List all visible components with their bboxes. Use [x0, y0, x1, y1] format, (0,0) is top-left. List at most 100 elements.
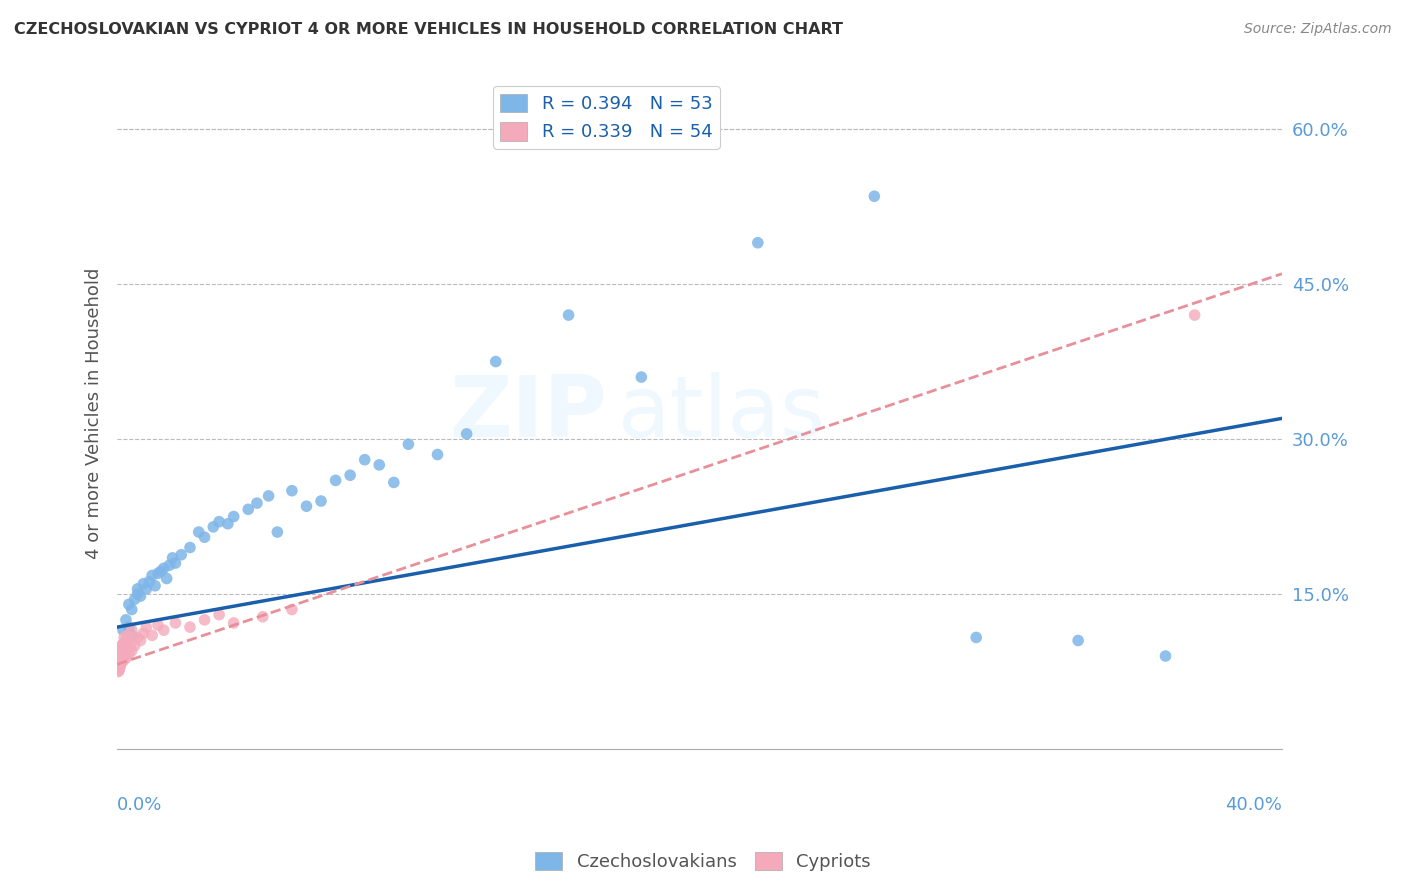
Point — [485, 354, 508, 368]
Point — [110, 644, 132, 658]
Point — [121, 628, 143, 642]
Point — [266, 524, 288, 539]
Point — [138, 574, 160, 589]
Point — [965, 631, 987, 645]
Point — [129, 633, 152, 648]
Point — [108, 651, 131, 665]
Point — [127, 631, 149, 645]
Point — [222, 615, 245, 630]
Point — [111, 648, 134, 663]
Point — [295, 500, 318, 514]
Text: Source: ZipAtlas.com: Source: ZipAtlas.com — [1244, 22, 1392, 37]
Point — [120, 639, 142, 653]
Point — [162, 550, 184, 565]
Point — [382, 475, 405, 490]
Point — [129, 589, 152, 603]
Point — [238, 502, 260, 516]
Point — [121, 602, 143, 616]
Point — [108, 657, 131, 672]
Point — [111, 654, 134, 668]
Y-axis label: 4 or more Vehicles in Household: 4 or more Vehicles in Household — [86, 268, 103, 559]
Point — [193, 613, 215, 627]
Point — [1067, 633, 1090, 648]
Point — [111, 637, 134, 651]
Point — [111, 647, 134, 661]
Point — [118, 620, 141, 634]
Point — [141, 628, 163, 642]
Legend: R = 0.394   N = 53, R = 0.339   N = 54: R = 0.394 N = 53, R = 0.339 N = 54 — [494, 87, 720, 149]
Point — [1154, 648, 1177, 663]
Text: ZIP: ZIP — [449, 372, 606, 455]
Point — [107, 648, 129, 663]
Text: atlas: atlas — [619, 372, 827, 455]
Point — [117, 628, 139, 642]
Point — [112, 631, 135, 645]
Point — [107, 659, 129, 673]
Point — [152, 623, 174, 637]
Point — [127, 587, 149, 601]
Point — [110, 639, 132, 653]
Text: CZECHOSLOVAKIAN VS CYPRIOT 4 OR MORE VEHICLES IN HOUSEHOLD CORRELATION CHART: CZECHOSLOVAKIAN VS CYPRIOT 4 OR MORE VEH… — [14, 22, 844, 37]
Point — [353, 452, 375, 467]
Point — [208, 607, 231, 622]
Point — [107, 657, 129, 672]
Point — [222, 509, 245, 524]
Point — [118, 631, 141, 645]
Point — [121, 623, 143, 637]
Point — [309, 494, 332, 508]
Point — [108, 654, 131, 668]
Point — [121, 644, 143, 658]
Point — [107, 665, 129, 679]
Point — [1184, 308, 1206, 322]
Point — [202, 520, 225, 534]
Point — [118, 598, 141, 612]
Point — [107, 661, 129, 675]
Point — [863, 189, 886, 203]
Point — [281, 602, 304, 616]
Point — [557, 308, 579, 322]
Point — [124, 592, 146, 607]
Point — [111, 623, 134, 637]
Point — [156, 572, 179, 586]
Point — [115, 613, 138, 627]
Point — [115, 651, 138, 665]
Point — [135, 620, 157, 634]
Point — [149, 564, 172, 578]
Point — [747, 235, 769, 250]
Point — [193, 530, 215, 544]
Point — [246, 496, 269, 510]
Point — [146, 566, 169, 581]
Point — [456, 426, 478, 441]
Point — [339, 468, 361, 483]
Point — [143, 579, 166, 593]
Point — [108, 646, 131, 660]
Point — [124, 639, 146, 653]
Point — [107, 647, 129, 661]
Point — [108, 661, 131, 675]
Point — [114, 648, 136, 663]
Point — [426, 448, 449, 462]
Point — [325, 474, 347, 488]
Point — [179, 541, 201, 555]
Point — [396, 437, 419, 451]
Point — [252, 609, 274, 624]
Point — [110, 654, 132, 668]
Point — [281, 483, 304, 498]
Point — [111, 640, 134, 655]
Point — [127, 582, 149, 596]
Point — [115, 640, 138, 655]
Point — [132, 626, 155, 640]
Text: 0.0%: 0.0% — [117, 796, 163, 814]
Text: 40.0%: 40.0% — [1225, 796, 1282, 814]
Point — [368, 458, 391, 472]
Point — [108, 659, 131, 673]
Point — [108, 644, 131, 658]
Point — [159, 558, 181, 573]
Point — [110, 657, 132, 672]
Point — [108, 664, 131, 678]
Point — [630, 370, 652, 384]
Point — [108, 641, 131, 656]
Point — [141, 568, 163, 582]
Point — [115, 633, 138, 648]
Point — [146, 618, 169, 632]
